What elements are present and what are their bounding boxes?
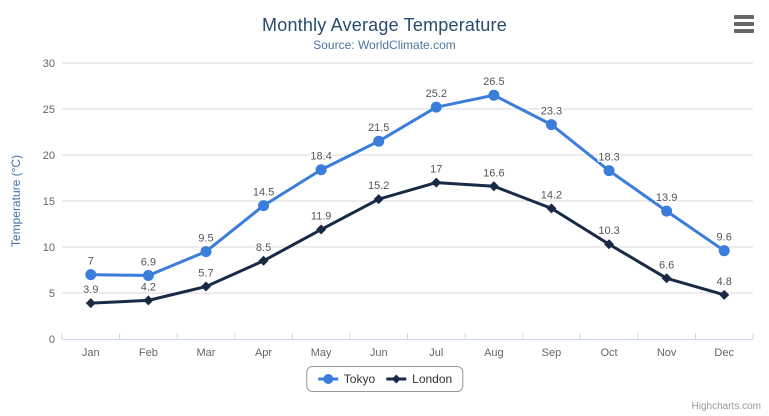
svg-text:7: 7 xyxy=(88,256,94,268)
svg-text:15.2: 15.2 xyxy=(368,180,389,192)
svg-text:20: 20 xyxy=(43,150,55,162)
svg-text:4.2: 4.2 xyxy=(141,281,156,293)
svg-text:Nov: Nov xyxy=(657,347,677,359)
svg-text:Jun: Jun xyxy=(370,347,388,359)
svg-text:25.2: 25.2 xyxy=(426,88,447,100)
svg-text:25: 25 xyxy=(43,104,55,116)
svg-text:0: 0 xyxy=(49,334,55,346)
svg-text:18.3: 18.3 xyxy=(598,152,619,164)
legend-item-tokyo[interactable]: Tokyo xyxy=(317,372,375,386)
svg-text:30: 30 xyxy=(43,58,55,70)
svg-text:26.5: 26.5 xyxy=(483,76,504,88)
svg-text:6.9: 6.9 xyxy=(141,257,156,269)
chart-title: Monthly Average Temperature xyxy=(262,15,507,35)
svg-text:Jan: Jan xyxy=(82,347,100,359)
svg-text:Mar: Mar xyxy=(196,347,215,359)
svg-text:16.6: 16.6 xyxy=(483,167,504,179)
credits-link[interactable]: Highcharts.com xyxy=(691,401,761,412)
hamburger-icon xyxy=(734,15,754,33)
svg-text:15: 15 xyxy=(43,196,55,208)
svg-text:May: May xyxy=(311,347,332,359)
chart-subtitle: Source: WorldClimate.com xyxy=(313,38,456,52)
svg-text:23.3: 23.3 xyxy=(541,106,562,118)
svg-text:6.6: 6.6 xyxy=(659,259,674,271)
svg-text:9.5: 9.5 xyxy=(198,233,213,245)
svg-text:10.3: 10.3 xyxy=(598,225,619,237)
svg-text:21.5: 21.5 xyxy=(368,122,389,134)
svg-text:Dec: Dec xyxy=(714,347,734,359)
svg-text:3.9: 3.9 xyxy=(83,284,98,296)
svg-text:Oct: Oct xyxy=(600,347,617,359)
svg-text:5.7: 5.7 xyxy=(198,268,213,280)
svg-text:14.5: 14.5 xyxy=(253,187,274,199)
svg-text:Feb: Feb xyxy=(139,347,158,359)
svg-text:4.8: 4.8 xyxy=(717,276,732,288)
svg-text:Temperature (°C): Temperature (°C) xyxy=(9,155,23,247)
svg-text:5: 5 xyxy=(49,288,55,300)
svg-text:8.5: 8.5 xyxy=(256,242,271,254)
legend-label: London xyxy=(412,372,453,386)
legend: Tokyo London xyxy=(305,366,464,392)
svg-text:10: 10 xyxy=(43,242,55,254)
svg-text:18.4: 18.4 xyxy=(310,151,331,163)
legend-item-london[interactable]: London xyxy=(385,372,452,386)
svg-text:Apr: Apr xyxy=(255,347,272,359)
svg-text:14.2: 14.2 xyxy=(541,189,562,201)
svg-text:Aug: Aug xyxy=(484,347,504,359)
svg-text:11.9: 11.9 xyxy=(311,211,332,223)
export-menu-button[interactable] xyxy=(731,13,757,35)
diamond-marker-icon xyxy=(386,374,407,384)
legend-label: Tokyo xyxy=(343,372,376,386)
svg-text:13.9: 13.9 xyxy=(656,192,677,204)
svg-text:17: 17 xyxy=(430,164,442,176)
circle-marker-icon xyxy=(317,374,338,384)
svg-text:Jul: Jul xyxy=(429,347,443,359)
svg-text:9.6: 9.6 xyxy=(717,232,732,244)
svg-text:Sep: Sep xyxy=(542,347,562,359)
